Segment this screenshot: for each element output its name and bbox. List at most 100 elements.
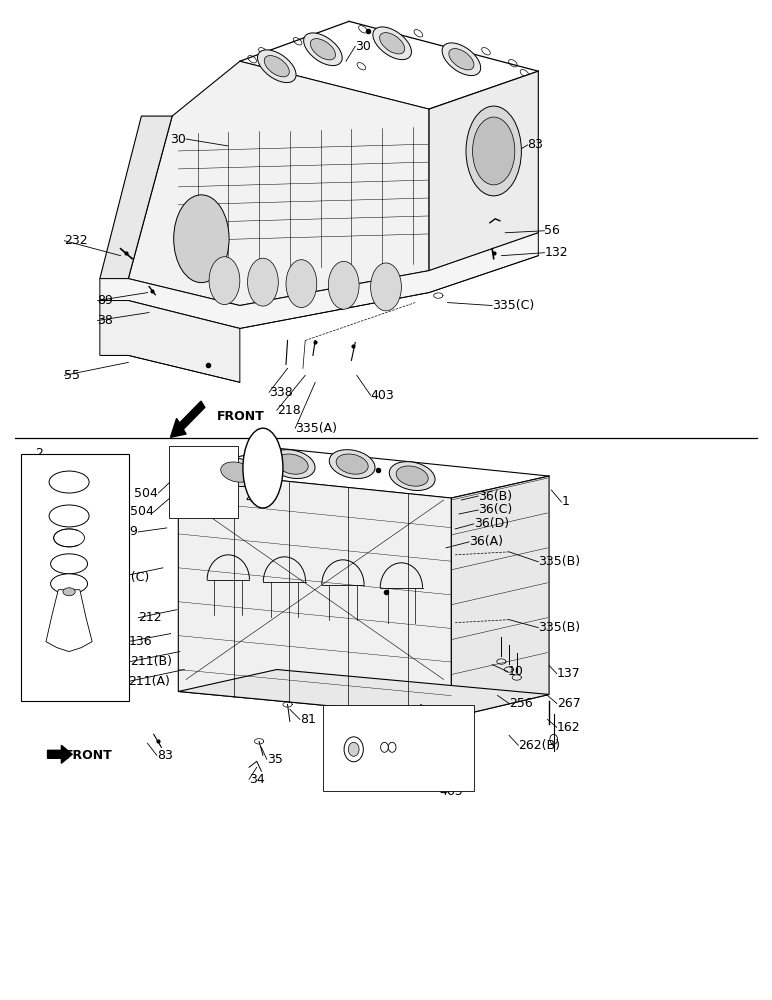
Text: 505: 505 [395,751,419,764]
Text: 259: 259 [384,708,408,721]
Ellipse shape [414,30,422,37]
Text: FRONT: FRONT [217,410,265,423]
Ellipse shape [373,27,411,60]
Ellipse shape [209,257,240,305]
Text: *: * [31,531,38,545]
Ellipse shape [329,450,375,479]
Text: 30: 30 [170,133,186,146]
Ellipse shape [336,454,368,474]
Polygon shape [429,71,538,271]
Ellipse shape [357,63,366,70]
Ellipse shape [49,471,89,493]
Polygon shape [178,470,452,717]
Text: 36(B): 36(B) [479,490,513,503]
Text: 413: 413 [434,705,457,718]
Ellipse shape [248,258,279,306]
Text: 83: 83 [527,138,543,151]
Polygon shape [100,233,538,328]
Text: 89: 89 [123,525,138,538]
Ellipse shape [49,505,89,527]
Text: 504: 504 [130,505,154,518]
Text: 211(B): 211(B) [130,655,173,668]
Text: 218: 218 [277,404,300,417]
Ellipse shape [243,428,283,508]
Ellipse shape [248,56,256,63]
Ellipse shape [348,742,359,756]
Polygon shape [46,590,92,652]
Ellipse shape [520,69,529,77]
Text: 4: 4 [245,492,254,505]
Text: 162: 162 [557,721,581,734]
Ellipse shape [276,454,308,474]
Ellipse shape [328,261,359,309]
Text: 504: 504 [134,487,158,500]
Text: 211(A): 211(A) [128,675,170,688]
Ellipse shape [303,33,342,66]
Ellipse shape [550,734,557,744]
Text: 81: 81 [300,713,316,726]
Ellipse shape [466,106,521,196]
Polygon shape [452,476,549,717]
Text: 403: 403 [371,389,394,402]
Ellipse shape [509,60,517,67]
Text: 338: 338 [269,386,293,399]
Text: 232: 232 [65,234,88,247]
Text: 335(C): 335(C) [493,299,534,312]
Text: 36(A): 36(A) [469,535,503,548]
FancyArrow shape [48,745,72,763]
Text: 212: 212 [138,611,162,624]
Ellipse shape [174,195,229,283]
Bar [22,454,129,701]
Ellipse shape [380,33,405,54]
Text: 38: 38 [97,314,113,327]
Ellipse shape [359,26,367,33]
Text: 34: 34 [249,773,265,786]
Text: 262(B): 262(B) [518,739,560,752]
Text: ★: ★ [31,533,41,543]
Text: 36(D): 36(D) [474,517,509,530]
Text: 335(A): 335(A) [295,422,337,435]
Ellipse shape [472,117,515,185]
Text: FRONT: FRONT [65,749,112,762]
Text: 137: 137 [557,667,581,680]
Text: 55: 55 [65,369,80,382]
Ellipse shape [269,450,315,479]
Ellipse shape [381,742,388,752]
Text: 335(B): 335(B) [538,555,581,568]
Text: 10: 10 [507,665,523,678]
Ellipse shape [449,49,474,70]
Text: *: * [31,631,38,645]
Text: 4: 4 [34,506,42,519]
Polygon shape [100,116,172,279]
Ellipse shape [63,588,75,596]
Text: 1: 1 [561,495,569,508]
Ellipse shape [51,554,87,574]
Text: 335(B): 335(B) [538,621,581,634]
Text: 262(A): 262(A) [388,728,429,741]
Text: 35: 35 [267,753,283,766]
Ellipse shape [371,263,401,311]
Bar [323,705,474,791]
Text: 414: 414 [446,738,469,751]
Polygon shape [178,670,549,717]
Ellipse shape [286,260,317,308]
Ellipse shape [396,466,428,486]
Ellipse shape [214,458,259,487]
Text: 56: 56 [544,224,560,237]
Ellipse shape [51,574,87,594]
Text: 465: 465 [440,785,464,798]
Text: 83: 83 [157,749,173,762]
Ellipse shape [264,56,290,77]
Ellipse shape [54,529,84,547]
Text: 4: 4 [32,476,40,489]
Text: 36(C): 36(C) [115,571,150,584]
Ellipse shape [221,462,252,482]
FancyArrow shape [171,401,205,437]
Text: 256: 256 [509,697,533,710]
Ellipse shape [344,737,364,762]
Polygon shape [128,61,429,306]
Polygon shape [100,301,240,382]
Ellipse shape [258,50,296,83]
Text: 267: 267 [557,697,581,710]
Ellipse shape [259,48,267,55]
